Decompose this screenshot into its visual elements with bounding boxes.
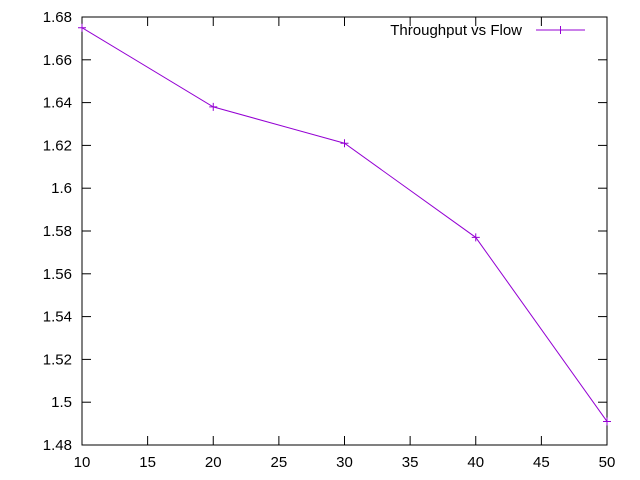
x-tick-label: 35 bbox=[402, 454, 419, 471]
plot-frame bbox=[81, 16, 608, 446]
x-tick-label: 40 bbox=[467, 454, 484, 471]
y-tick-label: 1.5 bbox=[51, 394, 72, 411]
data-point bbox=[78, 23, 86, 32]
data-point bbox=[209, 102, 218, 111]
data-point bbox=[471, 233, 480, 242]
y-tick-label: 1.48 bbox=[43, 437, 72, 454]
y-tick-label: 1.52 bbox=[43, 351, 72, 368]
x-tick-label: 15 bbox=[139, 454, 156, 471]
axis-ticks: 10 15 20 25 30 35 40 45 50 1.48 1.5 1.52 1.54 1.56 1.5… bbox=[43, 9, 616, 471]
y-tick-label: 1.58 bbox=[43, 223, 72, 240]
y-tick-label: 1.64 bbox=[43, 95, 72, 112]
x-tick-label: 20 bbox=[205, 454, 222, 471]
data-point bbox=[340, 139, 349, 148]
x-tick-label: 50 bbox=[599, 454, 616, 471]
y-tick-label: 1.56 bbox=[43, 266, 72, 283]
x-tick-label: 25 bbox=[271, 454, 288, 471]
x-tick-label: 10 bbox=[74, 454, 91, 471]
y-tick-label: 1.6 bbox=[51, 180, 72, 197]
y-tick-label: 1.54 bbox=[43, 309, 72, 326]
x-tick-label: 45 bbox=[533, 454, 550, 471]
series-layer bbox=[78, 23, 611, 426]
legend-marker bbox=[556, 26, 565, 34]
y-tick-label: 1.68 bbox=[43, 9, 72, 26]
legend-label: Throughput vs Flow bbox=[390, 22, 522, 39]
x-tick-label: 30 bbox=[336, 454, 353, 471]
y-tick-label: 1.66 bbox=[43, 52, 72, 69]
series-line bbox=[81, 27, 608, 422]
legend: Throughput vs Flow bbox=[390, 22, 585, 39]
data-point bbox=[603, 417, 611, 426]
y-tick-label: 1.62 bbox=[43, 137, 72, 154]
